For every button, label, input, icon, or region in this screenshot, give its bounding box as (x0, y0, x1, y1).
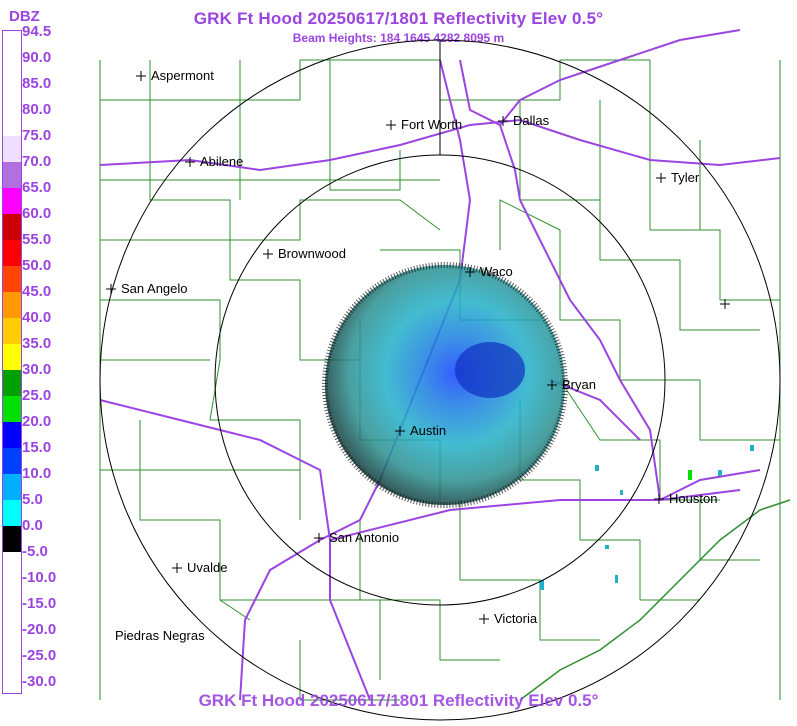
legend-label: -20.0 (22, 621, 57, 638)
beam-heights-subtitle: Beam Heights: 184 1645 4282 8095 m (292, 31, 505, 45)
echo-region (325, 265, 565, 505)
city-tyler: Tyler (656, 170, 700, 185)
svg-text:Waco: Waco (480, 264, 513, 279)
highways (99, 29, 781, 701)
legend-label: 5.0 (22, 491, 43, 508)
legend-label: 70.0 (22, 153, 52, 170)
legend-label: 80.0 (22, 101, 52, 118)
svg-text:Uvalde: Uvalde (187, 560, 227, 575)
legend-label: 35.0 (22, 335, 52, 352)
legend-label: 94.5 (22, 23, 52, 40)
legend-label: 30.0 (22, 361, 52, 378)
range-rings (99, 39, 781, 721)
city-piedras-negras: Piedras Negras (115, 628, 205, 643)
svg-text:Houston: Houston (669, 491, 717, 506)
legend-label: 75.0 (22, 127, 52, 144)
legend-label: 60.0 (22, 205, 52, 222)
legend-swatch (3, 58, 21, 84)
reflectivity-echoes (322, 262, 754, 590)
city-bryan: Bryan (547, 377, 596, 392)
legend-swatch (3, 344, 21, 370)
svg-text:Austin: Austin (410, 423, 446, 438)
city-houston: Houston (654, 491, 717, 506)
legend-swatch (3, 162, 21, 188)
legend-label: 25.0 (22, 387, 52, 404)
svg-text:Abilene: Abilene (200, 154, 243, 169)
legend-label: 20.0 (22, 413, 52, 430)
legend-label: 15.0 (22, 439, 52, 456)
legend-swatch (3, 266, 21, 292)
svg-text:San Antonio: San Antonio (329, 530, 399, 545)
legend-swatch (3, 370, 21, 396)
legend-swatch (3, 552, 21, 578)
svg-text:Tyler: Tyler (671, 170, 700, 185)
legend-label: 50.0 (22, 257, 52, 274)
legend-label: -10.0 (22, 569, 57, 586)
legend-swatch (3, 448, 21, 474)
legend-swatch (3, 578, 21, 604)
city-marker-unlabeled (720, 299, 730, 309)
svg-text:Dallas: Dallas (513, 113, 550, 128)
legend-swatch (3, 110, 21, 136)
svg-text:San Angelo: San Angelo (121, 281, 188, 296)
legend-label: 85.0 (22, 75, 52, 92)
legend-swatch (3, 604, 21, 630)
svg-text:Aspermont: Aspermont (151, 68, 214, 83)
svg-text:Victoria: Victoria (494, 611, 538, 626)
legend-swatch (3, 292, 21, 318)
legend-label: 90.0 (22, 49, 52, 66)
city-abilene: Abilene (185, 154, 243, 169)
legend-swatch (3, 32, 21, 58)
legend-swatch (3, 188, 21, 214)
city-austin: Austin (395, 423, 446, 438)
legend-label: -25.0 (22, 647, 57, 664)
legend-swatch (3, 396, 21, 422)
legend-swatch (3, 422, 21, 448)
city-san-antonio: San Antonio (314, 530, 399, 545)
legend-label: 55.0 (22, 231, 52, 248)
city-markers: Aspermont Fort Worth Dallas Abilene Tyler Bro… (106, 68, 730, 643)
city-dallas: Dallas (498, 113, 550, 128)
city-uvalde: Uvalde (172, 560, 227, 575)
map-title: GRK Ft Hood 20250617/1801 Reflectivity E… (193, 9, 604, 28)
svg-text:Brownwood: Brownwood (278, 246, 346, 261)
legend-swatch (3, 474, 21, 500)
legend-label: 45.0 (22, 283, 52, 300)
legend-swatch (3, 500, 21, 526)
city-waco: Waco (465, 264, 513, 279)
svg-text:Fort Worth: Fort Worth (401, 117, 462, 132)
city-victoria: Victoria (479, 611, 538, 626)
city-san-angelo: San Angelo (106, 281, 188, 296)
footer-title: GRK Ft Hood 20250617/1801 Reflectivity E… (198, 691, 599, 710)
city-brownwood: Brownwood (263, 246, 346, 261)
legend-swatch (3, 136, 21, 162)
legend-label: -15.0 (22, 595, 57, 612)
legend-label: -5.0 (22, 543, 48, 560)
svg-text:Piedras Negras: Piedras Negras (115, 628, 205, 643)
legend-title: DBZ (9, 8, 40, 25)
svg-text:Bryan: Bryan (562, 377, 596, 392)
legend-label: 40.0 (22, 309, 52, 326)
legend-swatch (3, 214, 21, 240)
city-fort-worth: Fort Worth (386, 117, 462, 132)
legend-swatch (3, 84, 21, 110)
legend-swatch (3, 240, 21, 266)
legend-swatch (3, 656, 21, 682)
legend-swatch (3, 318, 21, 344)
legend-label: 10.0 (22, 465, 52, 482)
legend-label: 65.0 (22, 179, 52, 196)
city-aspermont: Aspermont (136, 68, 214, 83)
legend-swatch (3, 526, 21, 552)
legend-label: 0.0 (22, 517, 43, 534)
coastline (519, 499, 791, 701)
legend-label: -30.0 (22, 673, 57, 690)
legend-swatch (3, 630, 21, 656)
